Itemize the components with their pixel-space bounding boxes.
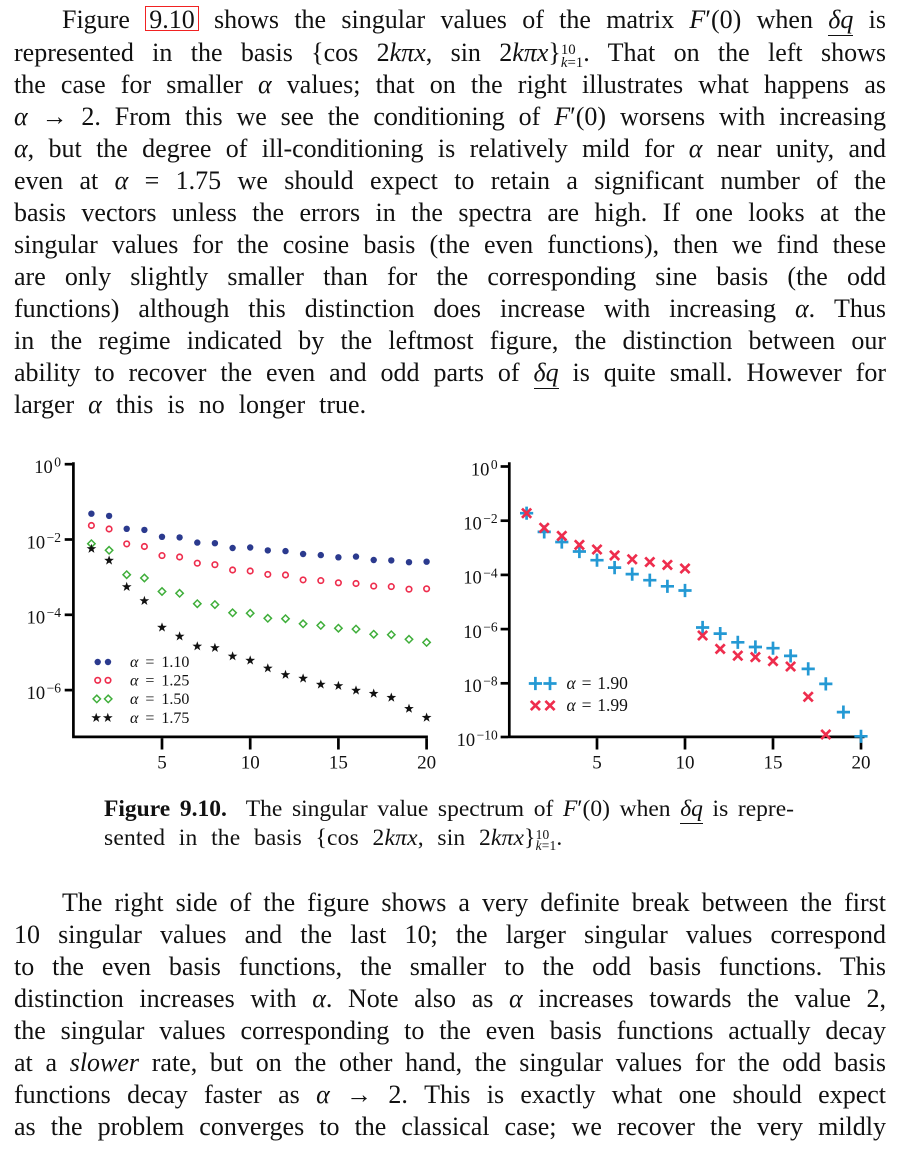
svg-text:20: 20	[852, 753, 871, 774]
svg-text:−6: −6	[483, 620, 498, 635]
svg-text:α = 1.90: α = 1.90	[567, 673, 629, 693]
svg-text:−8: −8	[483, 674, 498, 689]
svg-text:5: 5	[592, 753, 602, 774]
svg-text:10: 10	[463, 515, 482, 535]
svg-text:10: 10	[463, 623, 482, 643]
svg-text:0: 0	[54, 455, 61, 470]
svg-text:−4: −4	[47, 605, 62, 620]
svg-text:α = 1.25: α = 1.25	[130, 673, 189, 690]
svg-text:10: 10	[463, 677, 482, 697]
svg-text:−2: −2	[47, 530, 61, 545]
svg-text:α = 1.10: α = 1.10	[130, 654, 189, 671]
svg-text:10: 10	[27, 684, 46, 704]
svg-text:20: 20	[417, 753, 436, 774]
svg-text:α = 1.75: α = 1.75	[130, 710, 189, 727]
svg-text:−10: −10	[477, 727, 498, 742]
svg-text:15: 15	[329, 753, 348, 774]
svg-text:15: 15	[764, 753, 783, 774]
svg-text:−2: −2	[483, 511, 497, 526]
svg-text:−6: −6	[47, 681, 62, 696]
svg-text:10: 10	[27, 533, 46, 553]
svg-text:10: 10	[676, 753, 695, 774]
svg-text:10: 10	[34, 458, 53, 478]
svg-text:10: 10	[241, 753, 260, 774]
svg-text:α = 1.99: α = 1.99	[567, 695, 629, 715]
svg-text:10: 10	[463, 569, 482, 589]
svg-text:10: 10	[471, 460, 490, 480]
svg-text:α = 1.50: α = 1.50	[130, 691, 189, 708]
svg-text:−4: −4	[483, 565, 498, 580]
svg-text:5: 5	[157, 753, 167, 774]
svg-text:0: 0	[491, 457, 498, 472]
svg-text:10: 10	[27, 609, 46, 629]
svg-text:10: 10	[457, 731, 476, 751]
